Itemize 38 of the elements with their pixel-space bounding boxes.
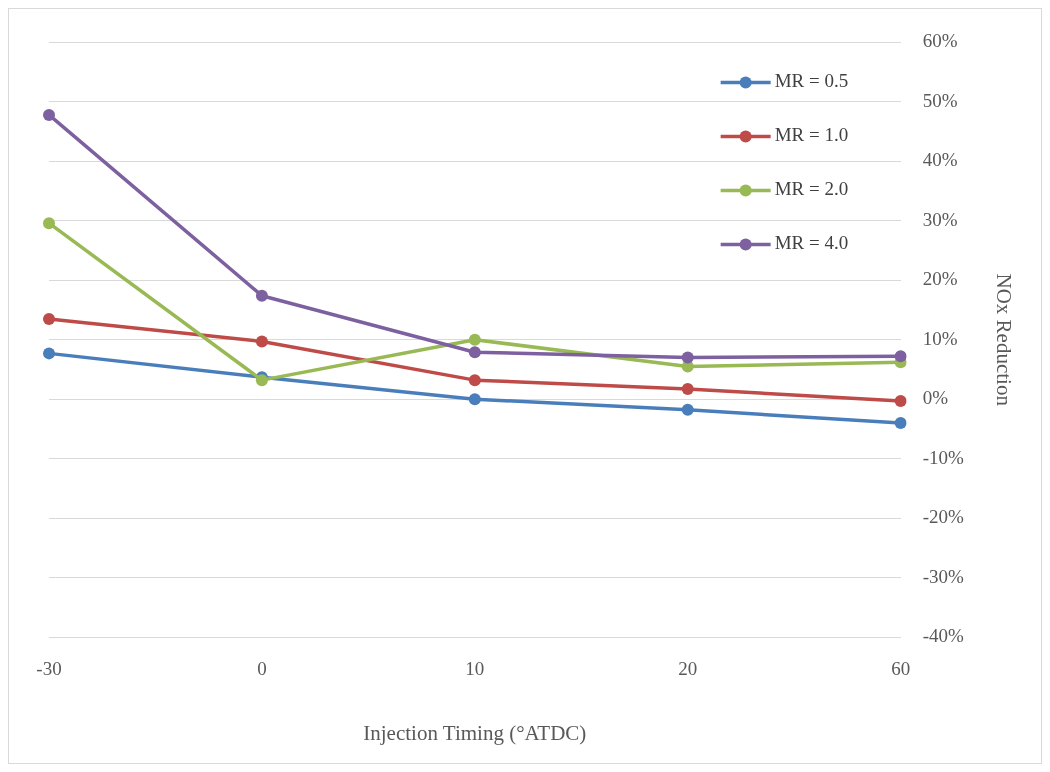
point bbox=[681, 403, 694, 416]
y-tick-label: -10% bbox=[922, 446, 964, 468]
y-tick-label: 0% bbox=[922, 387, 949, 409]
y-tick-label: -20% bbox=[922, 506, 964, 528]
legend-label: MR = 4.0 bbox=[774, 232, 849, 254]
point bbox=[255, 335, 268, 348]
x-tick-label: 0 bbox=[257, 658, 267, 680]
x-axis-title: Injection Timing (°ATDC) bbox=[363, 720, 587, 745]
point bbox=[681, 383, 694, 396]
point bbox=[894, 350, 907, 363]
x-tick-label: 60 bbox=[891, 658, 911, 680]
x-tick-label: 10 bbox=[465, 658, 485, 680]
legend-label: MR = 0.5 bbox=[774, 70, 849, 92]
y-tick-label: 40% bbox=[922, 149, 958, 171]
point bbox=[468, 374, 481, 387]
point bbox=[468, 333, 481, 346]
y-tick-label: -30% bbox=[922, 565, 964, 587]
y-tick-label: 30% bbox=[922, 208, 958, 230]
legend-label: MR = 2.0 bbox=[774, 178, 849, 200]
x-tick-label: -30 bbox=[36, 658, 62, 680]
point bbox=[255, 289, 268, 302]
y-tick-label: 10% bbox=[922, 327, 958, 349]
point bbox=[894, 416, 907, 429]
y-tick-label: 50% bbox=[922, 89, 958, 111]
point bbox=[468, 393, 481, 406]
point bbox=[43, 312, 55, 325]
y-tick-label: 20% bbox=[922, 268, 958, 290]
y-tick-label: -40% bbox=[922, 624, 964, 646]
point bbox=[43, 217, 55, 230]
point bbox=[43, 347, 55, 360]
point bbox=[468, 346, 481, 359]
point bbox=[43, 108, 55, 121]
point bbox=[681, 351, 694, 364]
y-axis-title: NOx Reduction bbox=[991, 273, 1016, 407]
x-tick-label: 20 bbox=[678, 658, 698, 680]
legend-label: MR = 1.0 bbox=[774, 124, 849, 146]
y-tick-label: 60% bbox=[922, 30, 958, 52]
point bbox=[894, 394, 907, 407]
